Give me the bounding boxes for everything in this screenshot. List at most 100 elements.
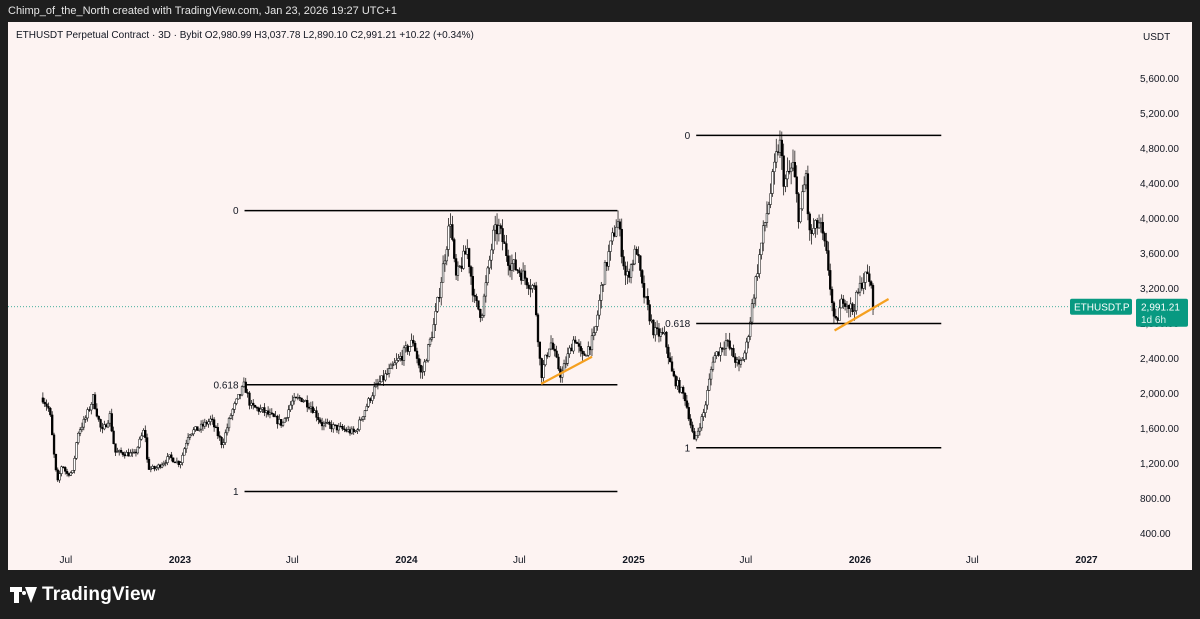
candle-body xyxy=(799,208,802,223)
candle-body xyxy=(105,424,108,428)
candle-body xyxy=(497,225,501,235)
candle-body xyxy=(456,265,460,276)
candle-body xyxy=(849,303,852,309)
candle-body xyxy=(594,326,597,333)
candle-body xyxy=(78,429,82,434)
candle-body xyxy=(503,241,506,244)
candle-body xyxy=(69,472,72,476)
candle-body xyxy=(194,426,197,431)
y-tick-label: 4,800.00 xyxy=(1140,144,1179,155)
candle-body xyxy=(266,410,270,415)
tradingview-logo[interactable]: TradingView xyxy=(10,584,156,606)
candle-body xyxy=(851,303,854,313)
candle-body xyxy=(279,419,283,426)
candle-body xyxy=(373,386,376,397)
candle-body xyxy=(140,435,143,440)
candle-body xyxy=(313,410,316,413)
candle-body xyxy=(756,273,759,278)
candle-body xyxy=(378,381,381,384)
candle-body xyxy=(45,403,48,407)
candle-body xyxy=(162,462,166,466)
x-tick-label: Jul xyxy=(966,555,979,566)
candle-body xyxy=(186,437,190,444)
candle-body xyxy=(469,266,473,277)
candle-body xyxy=(823,232,826,242)
candle-body xyxy=(367,398,370,407)
candle-body xyxy=(771,171,774,194)
candle-body xyxy=(138,438,141,448)
candle-body xyxy=(870,281,873,286)
candle-body xyxy=(687,407,690,420)
candle-body xyxy=(123,454,126,457)
candle-body xyxy=(285,417,288,419)
candle-body xyxy=(538,341,542,359)
candle-body xyxy=(322,423,326,427)
candle-body xyxy=(871,285,875,310)
candle-body xyxy=(240,386,244,396)
candle-body xyxy=(637,254,640,257)
candle-body xyxy=(745,341,748,354)
candle-body xyxy=(853,310,856,313)
candle-body xyxy=(475,296,478,301)
candle-body xyxy=(400,356,404,361)
candle-body xyxy=(655,327,659,329)
candle-body xyxy=(136,446,139,454)
candle-body xyxy=(272,413,275,417)
chart-canvas[interactable]: ETHUSDT Perpetual Contract · 3D · Bybit … xyxy=(0,0,1200,570)
candle-body xyxy=(588,346,592,351)
support-trendline[interactable] xyxy=(834,298,890,332)
candle-body xyxy=(270,412,273,415)
candle-body xyxy=(84,417,87,420)
candle-body xyxy=(749,321,752,337)
candle-body xyxy=(654,327,657,336)
candle-body xyxy=(525,278,528,286)
candle-body xyxy=(425,360,428,363)
x-tick-label: 2024 xyxy=(395,555,418,566)
candle-body xyxy=(700,416,703,429)
candle-body xyxy=(845,304,849,307)
candle-body xyxy=(352,428,355,433)
candle-body xyxy=(332,424,335,430)
chart-frame[interactable] xyxy=(0,22,1200,570)
candle-body xyxy=(125,452,128,457)
candle-body xyxy=(713,355,716,363)
tradingview-logo-icon xyxy=(10,587,37,603)
candle-body xyxy=(324,422,327,424)
candle-body xyxy=(521,270,525,281)
candle-body xyxy=(479,308,482,318)
fib-level-label: 0 xyxy=(233,206,239,217)
candle-body xyxy=(173,461,177,464)
candle-body xyxy=(564,363,568,365)
candle-body xyxy=(574,339,577,343)
currency-label: USDT xyxy=(1143,32,1170,43)
candle-body xyxy=(486,267,489,283)
candle-body xyxy=(454,258,458,276)
candle-body xyxy=(836,317,839,321)
y-tick-label: 4,000.00 xyxy=(1140,214,1179,225)
candle-body xyxy=(216,427,219,437)
candle-body xyxy=(214,426,218,429)
candle-body xyxy=(791,162,795,169)
candle-body xyxy=(427,344,430,362)
candle-body xyxy=(361,416,365,420)
candle-body xyxy=(797,193,800,223)
candle-body xyxy=(615,226,618,237)
candle-body xyxy=(157,464,160,468)
candle-body xyxy=(127,452,130,457)
price-tag-countdown: 1d 6h xyxy=(1141,315,1166,326)
symbol-tag xyxy=(1070,298,1132,315)
candle-body xyxy=(99,419,102,428)
candle-body xyxy=(369,398,372,401)
candle-body xyxy=(685,400,689,408)
candle-body xyxy=(224,432,227,443)
candle-body xyxy=(412,339,415,344)
candle-body xyxy=(557,356,560,370)
candle-body xyxy=(298,397,301,399)
candle-body xyxy=(549,342,553,350)
candle-body xyxy=(235,398,238,404)
candle-body xyxy=(620,228,623,257)
candle-body xyxy=(641,270,644,284)
candle-body xyxy=(728,340,731,349)
support-trendline[interactable] xyxy=(540,355,593,385)
candle-body xyxy=(363,410,367,417)
